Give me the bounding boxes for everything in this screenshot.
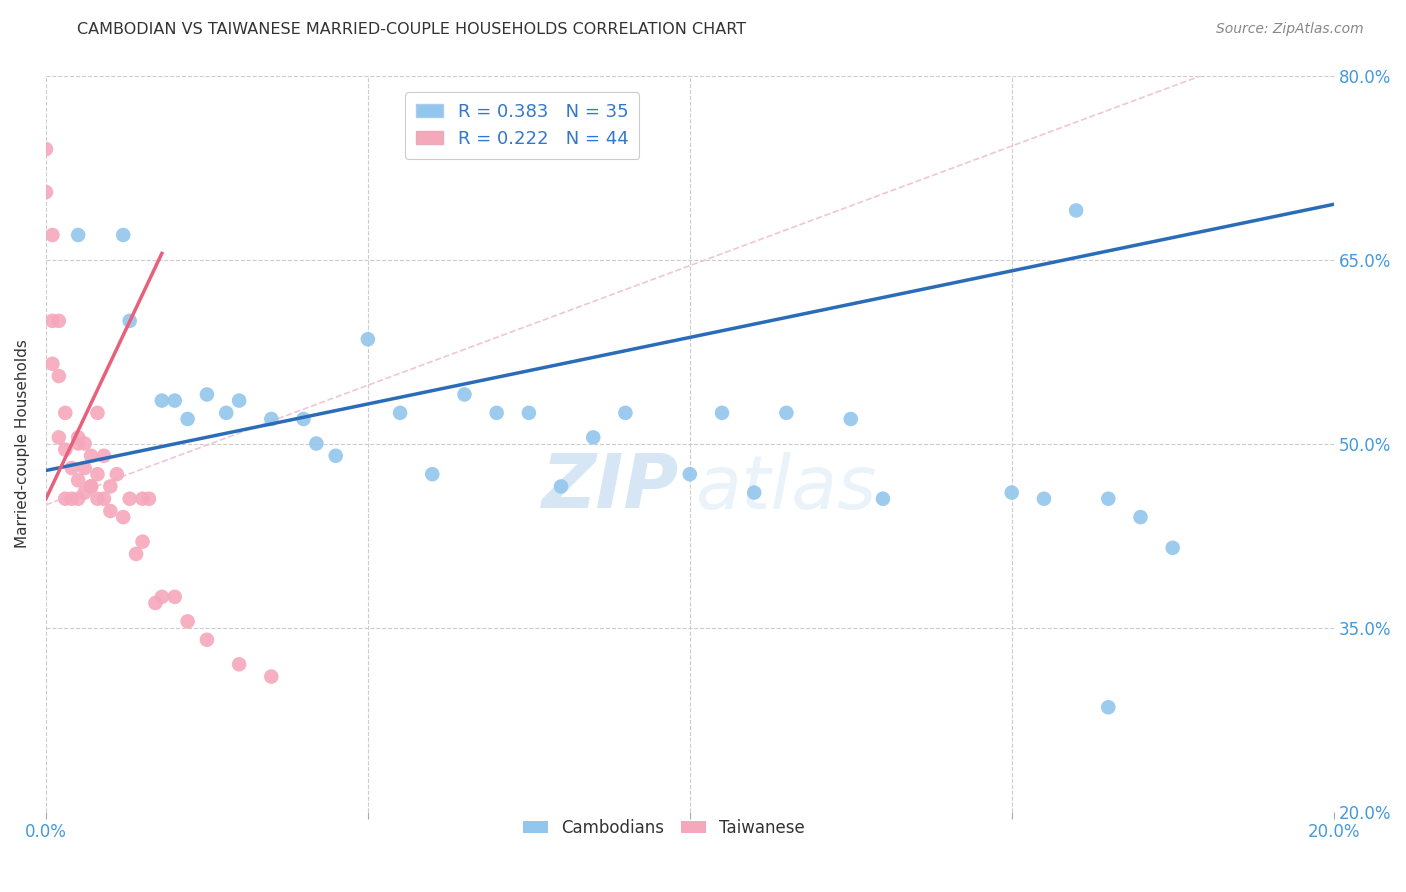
Point: [138, 491, 160, 506]
Point: [35, 142, 58, 156]
Point: [125, 547, 148, 561]
Point: [53, 491, 76, 506]
Point: [60, 491, 83, 506]
Point: [67, 491, 90, 506]
Point: [357, 332, 380, 346]
Point: [292, 412, 315, 426]
Point: [150, 393, 173, 408]
Point: [711, 406, 734, 420]
Point: [98, 504, 121, 518]
Point: [325, 449, 347, 463]
Text: Source: ZipAtlas.com: Source: ZipAtlas.com: [1216, 22, 1364, 37]
Point: [228, 657, 250, 672]
Text: atlas: atlas: [696, 451, 877, 524]
Point: [872, 491, 894, 506]
Point: [1032, 491, 1054, 506]
Point: [195, 632, 218, 647]
Point: [145, 596, 167, 610]
Text: CAMBODIAN VS TAIWANESE MARRIED-COUPLE HOUSEHOLDS CORRELATION CHART: CAMBODIAN VS TAIWANESE MARRIED-COUPLE HO…: [77, 22, 747, 37]
Point: [41, 357, 63, 371]
Point: [163, 590, 186, 604]
Legend: Cambodians, Taiwanese: Cambodians, Taiwanese: [516, 813, 811, 844]
Point: [86, 406, 108, 420]
Point: [260, 412, 283, 426]
Point: [260, 670, 283, 684]
Point: [35, 185, 58, 199]
Point: [420, 467, 443, 482]
Point: [679, 467, 702, 482]
Point: [453, 387, 475, 401]
Point: [150, 590, 173, 604]
Point: [550, 479, 572, 493]
Text: ZIP: ZIP: [541, 451, 679, 524]
Point: [118, 314, 141, 328]
Point: [80, 449, 103, 463]
Point: [742, 485, 765, 500]
Point: [228, 393, 250, 408]
Y-axis label: Married-couple Households: Married-couple Households: [15, 339, 30, 548]
Point: [389, 406, 412, 420]
Point: [1129, 510, 1152, 524]
Point: [1161, 541, 1184, 555]
Point: [86, 491, 108, 506]
Point: [98, 479, 121, 493]
Point: [582, 430, 605, 444]
Point: [163, 393, 186, 408]
Point: [93, 491, 115, 506]
Point: [48, 314, 70, 328]
Point: [48, 369, 70, 384]
Point: [112, 510, 135, 524]
Point: [176, 412, 198, 426]
Point: [41, 227, 63, 242]
Point: [1097, 491, 1119, 506]
Point: [67, 473, 90, 487]
Point: [73, 461, 96, 475]
Point: [67, 436, 90, 450]
Point: [53, 442, 76, 457]
Point: [80, 479, 103, 493]
Point: [41, 314, 63, 328]
Point: [195, 387, 218, 401]
Point: [1064, 203, 1087, 218]
Point: [485, 406, 508, 420]
Point: [305, 436, 328, 450]
Point: [215, 406, 238, 420]
Point: [118, 491, 141, 506]
Point: [131, 534, 153, 549]
Point: [60, 461, 83, 475]
Point: [176, 615, 198, 629]
Point: [1097, 700, 1119, 714]
Point: [73, 436, 96, 450]
Point: [775, 406, 797, 420]
Point: [614, 406, 637, 420]
Point: [112, 227, 135, 242]
Point: [67, 430, 90, 444]
Point: [517, 406, 540, 420]
Point: [839, 412, 862, 426]
Point: [131, 491, 153, 506]
Point: [48, 430, 70, 444]
Point: [53, 406, 76, 420]
Point: [86, 467, 108, 482]
Point: [80, 479, 103, 493]
Point: [67, 227, 90, 242]
Point: [105, 467, 128, 482]
Point: [1001, 485, 1024, 500]
Point: [73, 485, 96, 500]
Point: [93, 449, 115, 463]
